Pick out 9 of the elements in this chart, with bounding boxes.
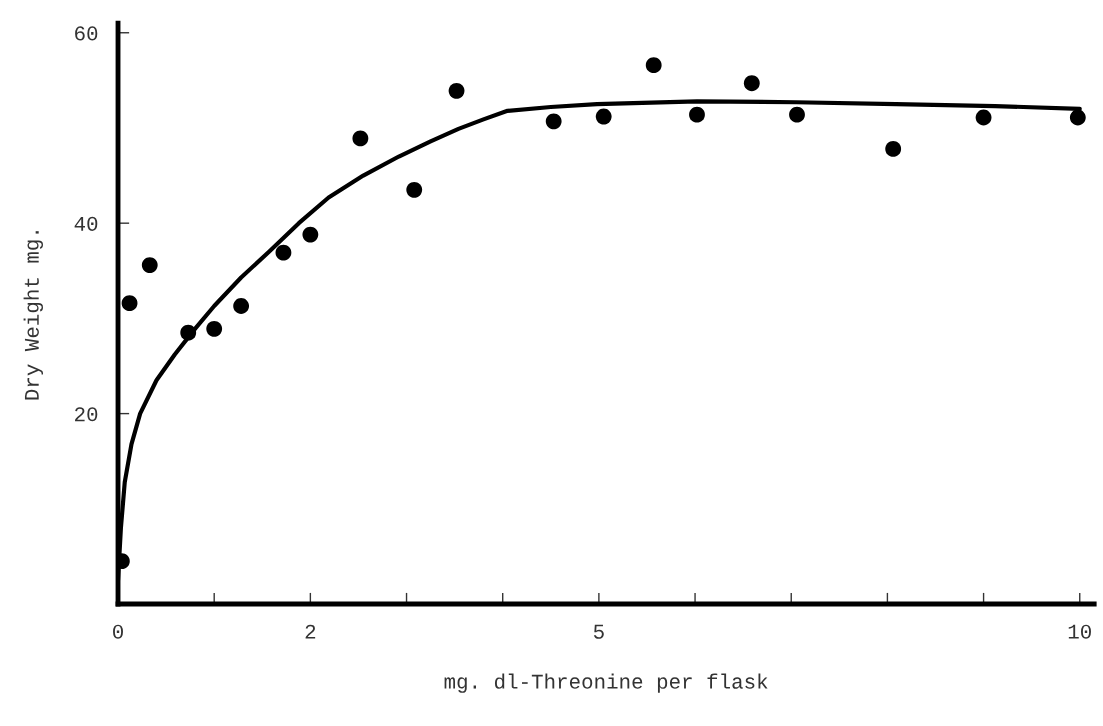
y-tick-label: 40: [74, 216, 98, 231]
y-axis-title: Dry Weight mg.: [23, 231, 44, 400]
y-tick-label: 60: [75, 26, 98, 41]
x-axis-title: mg. dl-Threonine per flask: [444, 673, 768, 693]
x-tick-label: 5: [593, 624, 604, 639]
x-tick-label: 10: [1068, 624, 1091, 639]
y-tick-label: 20: [75, 407, 98, 422]
x-tick-label: 0: [113, 624, 123, 639]
x-tick-label: 2: [305, 624, 316, 639]
